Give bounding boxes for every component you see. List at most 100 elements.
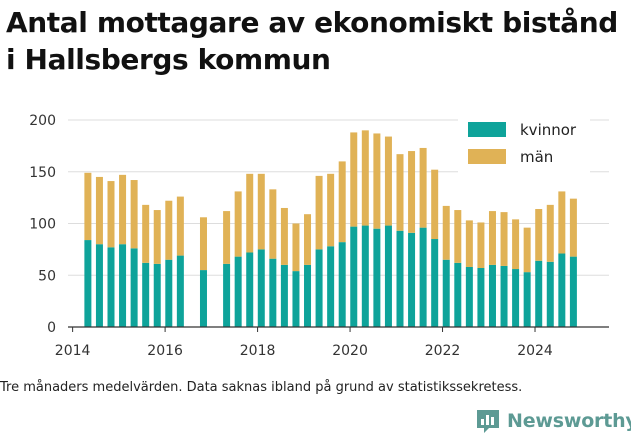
bar-kvinnor	[142, 262, 150, 327]
bar-kvinnor	[361, 225, 369, 327]
bar-kvinnor	[130, 248, 138, 327]
bar-man	[408, 151, 416, 233]
y-tick-label: 0	[47, 320, 56, 336]
bar-man	[153, 210, 161, 264]
y-tick-label: 200	[29, 113, 56, 129]
y-tick-label: 150	[29, 165, 56, 181]
bar-kvinnor	[84, 240, 92, 327]
bar-kvinnor	[477, 268, 485, 327]
bar-kvinnor	[304, 264, 312, 327]
bar-man	[257, 173, 265, 250]
bar-kvinnor	[153, 263, 161, 327]
bar-chart-icon	[477, 410, 499, 433]
bar-kvinnor	[223, 263, 231, 327]
x-tick-label: 2014	[55, 343, 91, 359]
bar-man	[199, 217, 207, 271]
x-tick-label: 2020	[332, 343, 368, 359]
bar-man	[454, 210, 462, 263]
caption: Tre månaders medelvärden. Data saknas ib…	[0, 380, 523, 395]
bar-kvinnor	[442, 259, 450, 327]
bar-kvinnor	[257, 249, 265, 327]
bar-man	[373, 133, 381, 229]
bar-man	[338, 161, 346, 243]
bar-man	[269, 189, 277, 259]
bar-kvinnor	[199, 270, 207, 327]
bar-kvinnor	[512, 269, 520, 327]
bar-man	[442, 205, 450, 260]
bar-man	[292, 223, 300, 272]
bar-kvinnor	[373, 228, 381, 327]
bar-man	[315, 175, 323, 250]
bar-man	[327, 173, 335, 247]
bar-man	[569, 198, 577, 257]
bar-man	[95, 176, 103, 245]
bar-man	[361, 130, 369, 226]
bar-kvinnor	[165, 259, 173, 327]
bar-man	[165, 200, 173, 260]
bar-kvinnor	[338, 242, 346, 327]
bar-man	[488, 211, 496, 265]
bar-man	[246, 173, 254, 253]
legend-swatch-kvinnor	[468, 122, 506, 137]
bar-kvinnor	[431, 239, 439, 327]
bar-man	[84, 172, 92, 241]
bar-man	[280, 207, 288, 265]
bar-kvinnor	[569, 256, 577, 327]
bar-man	[558, 191, 566, 254]
bar-kvinnor	[280, 264, 288, 327]
bar-kvinnor	[350, 226, 358, 327]
bar-man	[431, 169, 439, 240]
x-tick-label: 2024	[517, 343, 553, 359]
bar-kvinnor	[246, 252, 254, 327]
legend: kvinnor män	[458, 112, 590, 174]
x-axis: 2014 2016 2018 2020 2022 2024	[55, 326, 609, 359]
bar-kvinnor	[465, 266, 473, 327]
bar-kvinnor	[546, 261, 554, 327]
bar-kvinnor	[535, 260, 543, 327]
bar-man	[384, 136, 392, 226]
bar-kvinnor	[107, 247, 115, 327]
bar-man	[350, 132, 358, 227]
bar-kvinnor	[558, 253, 566, 327]
bar-man	[512, 219, 520, 270]
bar-man	[477, 222, 485, 269]
legend-label-kvinnor: kvinnor	[520, 121, 577, 139]
chart-title-line-1: Antal mottagare av ekonomiskt bistånd	[6, 6, 618, 39]
chart-title-line-2: i Hallsbergs kommun	[6, 43, 331, 76]
y-axis-ticks: 0 50 100 150 200	[29, 113, 56, 336]
brand-name: Newsworthy	[507, 410, 631, 432]
bar-kvinnor	[500, 265, 508, 327]
bar-kvinnor	[327, 246, 335, 327]
brand-logo[interactable]: Newsworthy	[475, 406, 631, 436]
bar-man	[142, 204, 150, 263]
bar-man	[546, 204, 554, 262]
bar-man	[396, 154, 404, 231]
bar-kvinnor	[234, 256, 242, 327]
bar-man	[107, 181, 115, 248]
bar-kvinnor	[454, 262, 462, 327]
bar-kvinnor	[384, 225, 392, 327]
bar-man	[465, 220, 473, 267]
bar-kvinnor	[523, 272, 531, 327]
bar-kvinnor	[488, 264, 496, 327]
x-tick-label: 2018	[240, 343, 276, 359]
legend-label-man: män	[520, 148, 553, 166]
bar-kvinnor	[119, 244, 127, 327]
bar-man	[234, 191, 242, 257]
bar-man	[500, 212, 508, 266]
bar-kvinnor	[408, 232, 416, 327]
bar-man	[223, 211, 231, 264]
bar-kvinnor	[396, 230, 404, 327]
y-tick-label: 50	[38, 268, 56, 284]
x-tick-label: 2022	[425, 343, 461, 359]
x-tick-label: 2016	[147, 343, 183, 359]
bar-kvinnor	[419, 227, 427, 327]
y-tick-label: 100	[29, 217, 56, 233]
bar-kvinnor	[269, 258, 277, 327]
bar-kvinnor	[292, 271, 300, 327]
bar-man	[304, 214, 312, 265]
bar-man	[130, 180, 138, 249]
chart-title: Antal mottagare av ekonomiskt bistånd i …	[6, 4, 626, 78]
bars	[84, 130, 577, 327]
bar-man	[119, 174, 127, 245]
